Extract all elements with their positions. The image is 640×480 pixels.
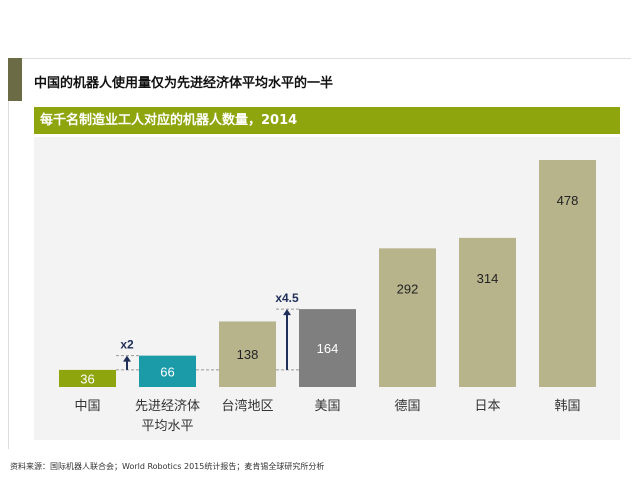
chart-title: 每千名制造业工人对应的机器人数量，2014 (34, 107, 620, 134)
multiplier-label-1: x4.5 (275, 291, 299, 305)
chart-frame (8, 58, 631, 449)
page-title: 中国的机器人使用量仅为先进经济体平均水平的一半 (34, 76, 334, 91)
bar-6 (539, 160, 596, 387)
source-note: 资料来源：国际机器人联合会；World Robotics 2015统计报告；麦肯… (10, 462, 325, 471)
title-accent-bar (8, 58, 22, 101)
bar-1 (139, 355, 196, 387)
category-label-0: 中国 (74, 399, 100, 414)
category-label-1: 平均水平 (141, 419, 193, 434)
data-label-4: 292 (397, 281, 419, 296)
bar-0 (59, 369, 116, 387)
category-label-1: 先进经济体 (135, 399, 200, 414)
bar-3 (299, 309, 356, 387)
category-label-5: 日本 (474, 399, 500, 414)
bar-4 (379, 248, 436, 387)
data-label-5: 314 (477, 271, 499, 286)
data-label-2: 138 (237, 347, 259, 362)
bar-chart: 36 中国 66 先进经济体平均水平 138 台湾地区 164 美国 292 德国 314 日本 478… (59, 160, 596, 434)
bar-2 (219, 321, 276, 387)
data-label-0: 36 (80, 371, 94, 386)
category-label-6: 韩国 (554, 399, 580, 414)
category-label-2: 台湾地区 (221, 398, 273, 414)
arrow-head-1 (283, 309, 291, 316)
bar-5 (459, 237, 516, 387)
arrow-head-0 (123, 355, 131, 362)
data-label-3: 164 (317, 341, 339, 356)
category-label-3: 美国 (314, 399, 340, 414)
chart-panel: 36 中国 66 先进经济体平均水平 138 台湾地区 164 美国 292 德国 314 日本 478… (34, 137, 620, 440)
category-label-4: 德国 (394, 399, 420, 414)
multiplier-label-0: x2 (120, 338, 134, 352)
data-label-1: 66 (160, 364, 174, 379)
data-label-6: 478 (557, 193, 579, 208)
